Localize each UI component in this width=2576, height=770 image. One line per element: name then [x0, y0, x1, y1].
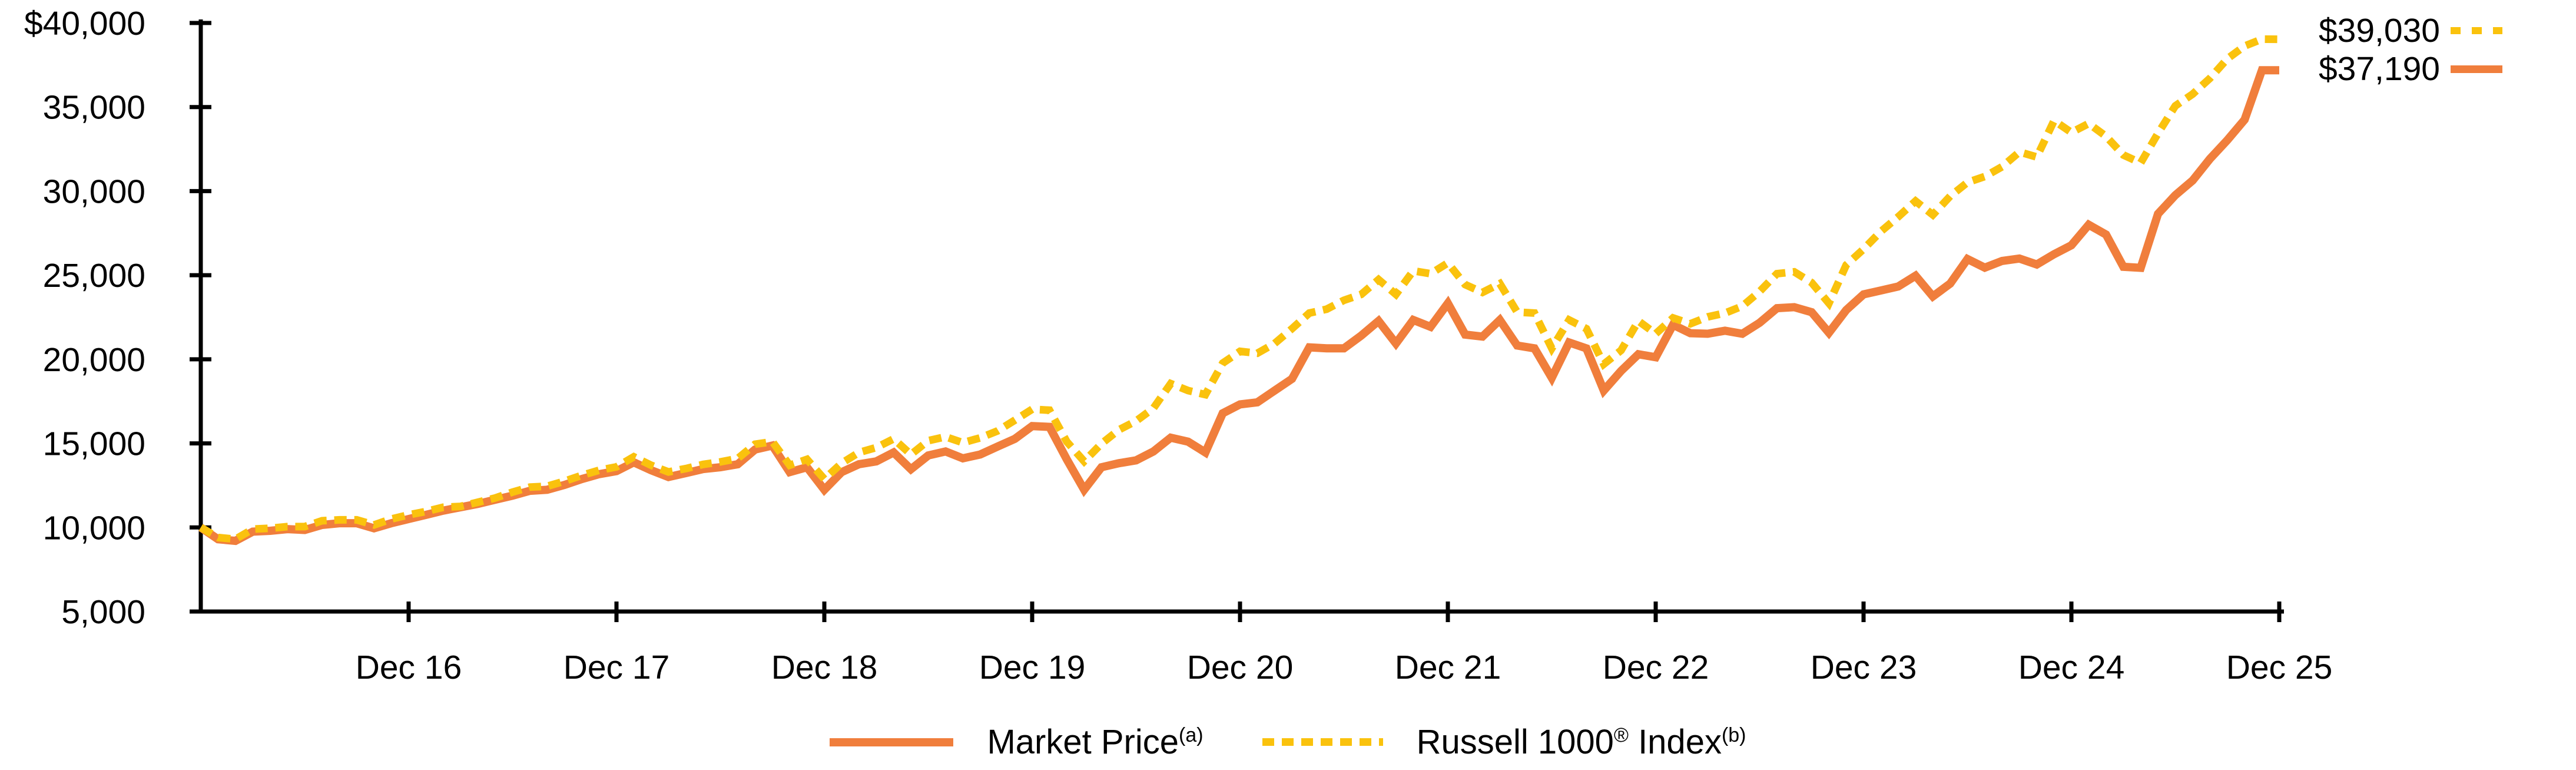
- x-axis-label: Dec 24: [2018, 649, 2125, 686]
- y-axis-label: 30,000: [43, 173, 145, 210]
- russell-label: Russell 1000® Index(b): [1417, 722, 1746, 762]
- x-axis-label: Dec 23: [1811, 649, 1917, 686]
- legend-item-market-price: Market Price(a): [830, 722, 1204, 762]
- y-axis-label: 5,000: [61, 593, 145, 631]
- x-axis-label: Dec 17: [563, 649, 670, 686]
- market-price-swatch-icon: [830, 738, 954, 746]
- legend-item-russell: Russell 1000® Index(b): [1204, 722, 1746, 762]
- market-line-swatch-icon: [2451, 65, 2502, 73]
- russell-index-line: [198, 35, 2280, 543]
- x-axis-label: Dec 20: [1187, 649, 1294, 686]
- x-axis-label: Dec 18: [771, 649, 878, 686]
- x-axis-label: Dec 25: [2226, 649, 2333, 686]
- y-axis-label: 15,000: [43, 425, 145, 463]
- russell-registered-mark: ®: [1613, 724, 1629, 746]
- russell-label-main: Russell 1000: [1416, 723, 1614, 761]
- market-price-label: Market Price(a): [987, 722, 1203, 762]
- market-end-label-row: $37,190: [2315, 50, 2502, 88]
- russell-label-rest: [1629, 723, 1638, 761]
- russell-label-rest-text: Index: [1638, 723, 1722, 761]
- russell-end-label-row: $39,030: [2315, 12, 2502, 49]
- market-price-label-text: Market Price: [987, 723, 1179, 761]
- market-price-footnote: (a): [1179, 724, 1204, 746]
- y-axis-label: 10,000: [43, 509, 145, 547]
- russell-swatch-icon: [1262, 738, 1383, 746]
- x-axis-label: Dec 22: [1603, 649, 1709, 686]
- russell-line-swatch-icon: [2451, 27, 2502, 34]
- russell-end-value: $39,030: [2318, 12, 2440, 49]
- x-axis-label: Dec 21: [1395, 649, 1501, 686]
- y-axis-label: 25,000: [43, 257, 145, 295]
- end-value-labels: $39,030 $37,190: [2315, 12, 2502, 88]
- chart-legend: Market Price(a) Russell 1000® Index(b): [0, 722, 2576, 762]
- y-axis-label: 20,000: [43, 341, 145, 379]
- y-axis-label: 35,000: [43, 89, 145, 127]
- y-axis-label: $40,000: [24, 5, 145, 42]
- market-price-line: [198, 66, 2279, 546]
- x-axis-label: Dec 19: [979, 649, 1086, 686]
- market-end-value: $37,190: [2318, 50, 2440, 88]
- russell-footnote: (b): [1721, 724, 1746, 746]
- x-axis-label: Dec 16: [356, 649, 462, 686]
